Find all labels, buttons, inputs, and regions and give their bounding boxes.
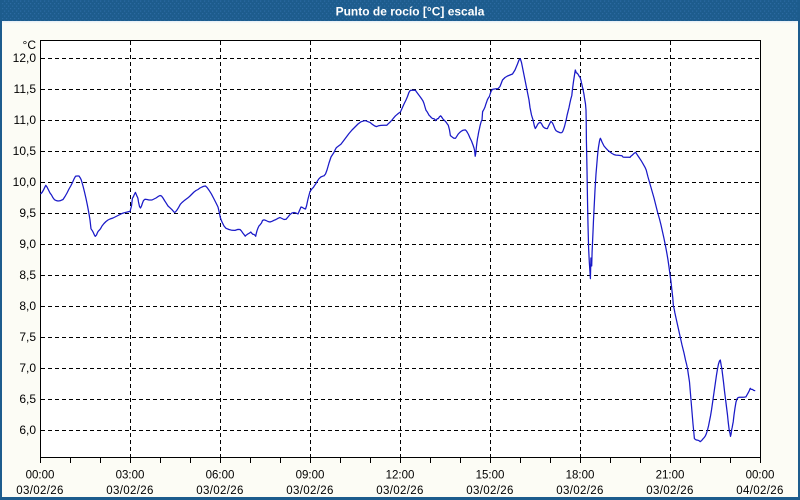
svg-text:8,0: 8,0 <box>19 299 36 313</box>
svg-text:03/02/26: 03/02/26 <box>646 485 694 497</box>
svg-text:03/02/26: 03/02/26 <box>376 485 424 497</box>
svg-text:15:00: 15:00 <box>476 470 505 482</box>
svg-text:10,0: 10,0 <box>13 175 37 189</box>
svg-text:03/02/26: 03/02/26 <box>106 485 154 497</box>
svg-text:03:00: 03:00 <box>116 470 145 482</box>
svg-text:00:00: 00:00 <box>746 470 775 482</box>
svg-text:6,5: 6,5 <box>19 392 36 406</box>
svg-text:8,5: 8,5 <box>19 268 36 282</box>
svg-text:12,0: 12,0 <box>13 51 37 65</box>
svg-text:03/02/26: 03/02/26 <box>466 485 514 497</box>
svg-text:03/02/26: 03/02/26 <box>556 485 604 497</box>
svg-text:10,5: 10,5 <box>13 144 37 158</box>
svg-text:Punto de rocío [°C] escala: Punto de rocío [°C] escala <box>336 5 485 19</box>
svg-text:03/02/26: 03/02/26 <box>16 485 64 497</box>
svg-text:7,5: 7,5 <box>19 330 36 344</box>
svg-text:00:00: 00:00 <box>26 470 55 482</box>
svg-text:9,5: 9,5 <box>19 206 36 220</box>
svg-text:7,0: 7,0 <box>19 361 36 375</box>
svg-text:21:00: 21:00 <box>656 470 685 482</box>
svg-text:03/02/26: 03/02/26 <box>286 485 334 497</box>
svg-text:12:00: 12:00 <box>386 470 415 482</box>
svg-text:04/02/26: 04/02/26 <box>736 485 784 497</box>
svg-text:11,0: 11,0 <box>14 113 37 127</box>
svg-text:9,0: 9,0 <box>19 237 36 251</box>
svg-text:03/02/26: 03/02/26 <box>196 485 244 497</box>
svg-text:11,5: 11,5 <box>14 82 37 96</box>
svg-text:18:00: 18:00 <box>566 470 595 482</box>
svg-text:°C: °C <box>23 38 37 52</box>
svg-text:6,0: 6,0 <box>19 423 36 437</box>
svg-text:09:00: 09:00 <box>296 470 325 482</box>
svg-text:06:00: 06:00 <box>206 470 235 482</box>
